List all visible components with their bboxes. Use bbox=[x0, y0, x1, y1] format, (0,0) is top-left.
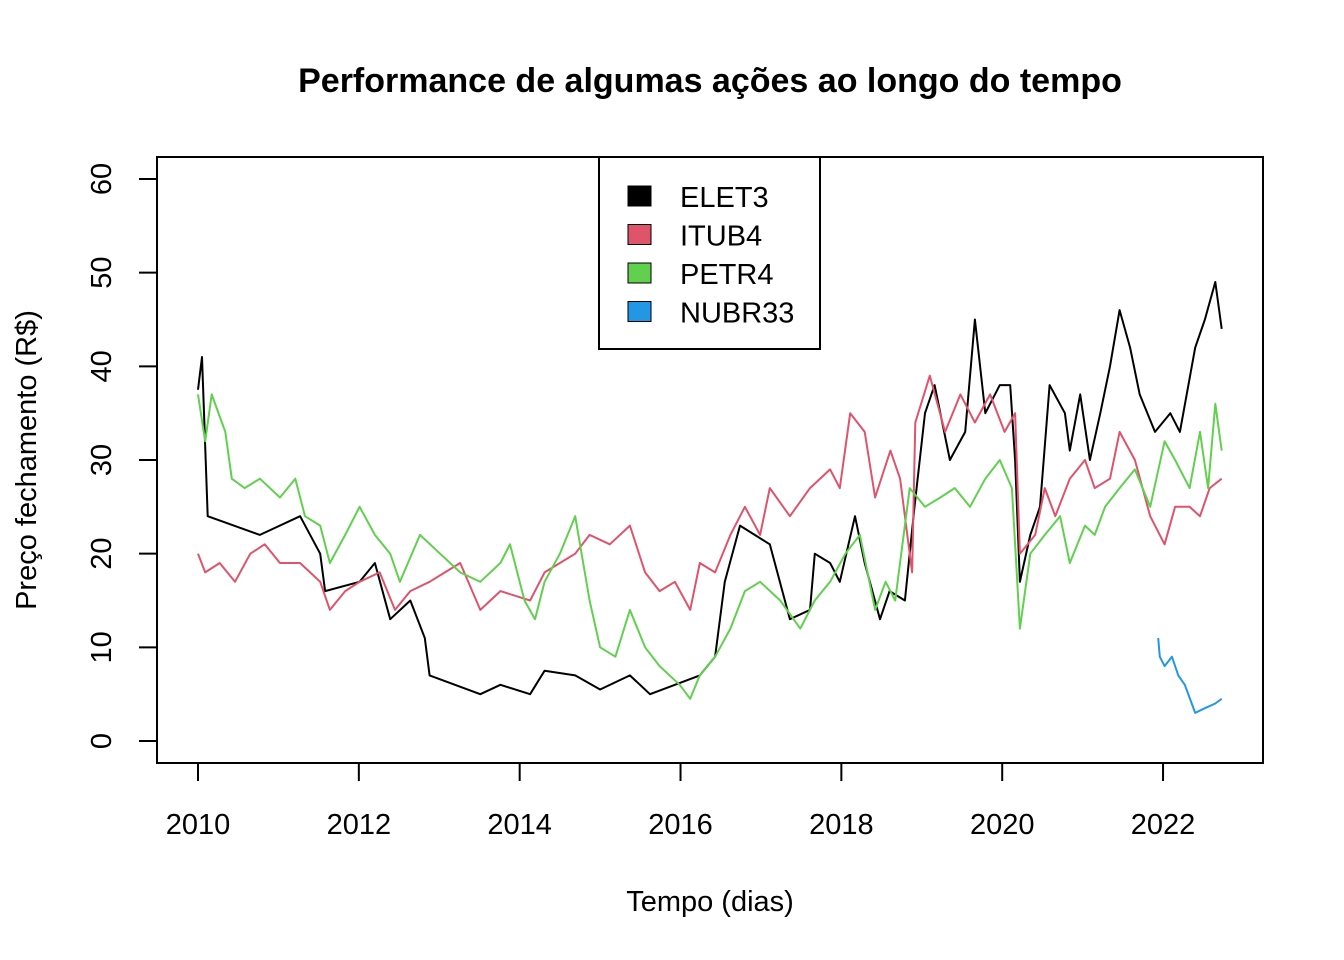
x-axis-label: Tempo (dias) bbox=[626, 886, 794, 918]
legend-label: NUBR33 bbox=[680, 298, 794, 330]
x-tick-label: 2020 bbox=[970, 809, 1035, 841]
y-axis-label: Preço fechamento (R$) bbox=[11, 310, 43, 610]
y-tick-label: 60 bbox=[86, 163, 118, 195]
x-tick-label: 2012 bbox=[327, 809, 392, 841]
legend-label: ITUB4 bbox=[680, 221, 762, 253]
chart-title: Performance de algumas ações ao longo do… bbox=[298, 62, 1122, 100]
legend-swatch-itub4 bbox=[627, 224, 652, 245]
series-line-itub4 bbox=[197, 374, 1223, 611]
legend-label: ELET3 bbox=[680, 182, 769, 214]
series-line-nubr33 bbox=[1157, 637, 1223, 714]
series-lines bbox=[197, 281, 1223, 714]
x-tick-label: 2016 bbox=[648, 809, 713, 841]
legend: ELET3 ITUB4 PETR4 NUBR33 bbox=[598, 156, 821, 350]
legend-swatch-petr4 bbox=[627, 262, 652, 284]
y-tick-label: 10 bbox=[86, 631, 118, 663]
series-line-petr4 bbox=[197, 393, 1223, 700]
x-tick-label: 2010 bbox=[166, 809, 231, 841]
x-tick-label: 2014 bbox=[487, 809, 552, 841]
series-line-elet3 bbox=[197, 281, 1223, 696]
x-tick-label: 2018 bbox=[809, 809, 874, 841]
y-axis: 0 10 20 30 40 50 60 bbox=[86, 163, 158, 749]
y-tick-label: 40 bbox=[86, 350, 118, 382]
legend-swatch-nubr33 bbox=[627, 301, 652, 322]
legend-swatch-elet3 bbox=[627, 185, 652, 207]
y-tick-label: 50 bbox=[86, 257, 118, 289]
y-tick-label: 30 bbox=[86, 444, 118, 476]
y-tick-label: 20 bbox=[86, 538, 118, 570]
legend-label: PETR4 bbox=[680, 259, 773, 291]
x-tick-label: 2022 bbox=[1131, 809, 1196, 841]
x-axis: 2010 2012 2014 2016 2018 2020 2022 bbox=[166, 762, 1196, 841]
y-tick-label: 0 bbox=[86, 733, 118, 749]
